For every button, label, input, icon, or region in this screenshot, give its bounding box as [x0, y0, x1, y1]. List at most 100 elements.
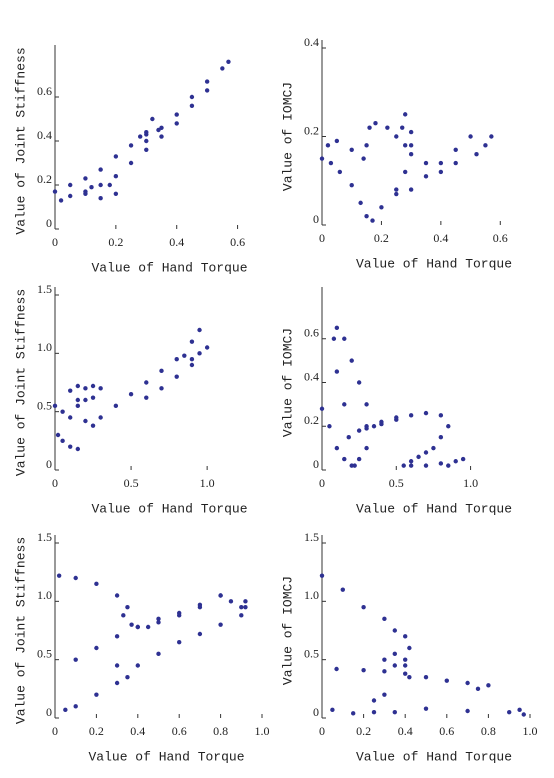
point: [144, 138, 149, 144]
y-tick-label: 0.5: [37, 646, 52, 660]
point: [349, 358, 354, 363]
point: [94, 692, 99, 697]
point: [156, 616, 161, 622]
point: [465, 708, 470, 714]
point: [431, 445, 436, 451]
point: [125, 674, 130, 680]
point: [325, 143, 331, 148]
x-tick-label: 0: [319, 724, 325, 738]
point: [349, 182, 354, 188]
x-tick-label: 0.4: [433, 231, 448, 245]
y-tick-label: 0.5: [304, 646, 319, 660]
point: [438, 160, 444, 166]
point: [408, 152, 414, 157]
point: [361, 667, 366, 673]
y-tick-label: 1.0: [37, 340, 52, 354]
point: [177, 639, 182, 645]
point: [521, 712, 526, 717]
point: [128, 391, 134, 397]
point: [159, 368, 164, 374]
point: [121, 613, 126, 618]
point: [364, 426, 369, 431]
point: [403, 671, 408, 676]
point: [334, 445, 340, 451]
point: [220, 66, 225, 71]
point: [423, 463, 429, 468]
point: [156, 620, 161, 625]
point: [364, 402, 369, 407]
point: [319, 156, 325, 161]
point: [68, 193, 73, 199]
point: [453, 147, 458, 152]
point: [342, 402, 347, 407]
point: [89, 185, 94, 190]
point: [239, 613, 244, 618]
point: [68, 444, 73, 449]
point: [128, 160, 134, 166]
point: [113, 403, 119, 409]
point: [423, 450, 429, 455]
y-tick-label: 1.0: [304, 588, 319, 602]
y-tick-label: 0.4: [37, 128, 52, 142]
y-axis-label: Value of IOMCJ: [280, 82, 295, 191]
point: [444, 678, 449, 683]
x-tick-label: 0.5: [389, 476, 404, 490]
point: [159, 134, 164, 139]
point: [394, 187, 399, 192]
point: [138, 134, 143, 139]
point: [94, 581, 99, 587]
x-tick-label: 0.6: [230, 235, 245, 249]
point: [483, 143, 488, 148]
point: [114, 634, 120, 639]
point: [364, 445, 369, 451]
point: [174, 356, 179, 362]
point: [340, 587, 345, 592]
point: [416, 454, 421, 460]
point: [346, 434, 351, 440]
point: [189, 362, 195, 368]
point: [113, 154, 119, 159]
point: [83, 397, 88, 403]
point: [75, 383, 81, 389]
y-tick-label: 1.0: [37, 588, 52, 602]
point: [407, 674, 412, 680]
point: [226, 59, 231, 64]
point: [90, 383, 96, 389]
point: [392, 663, 397, 668]
point: [56, 573, 62, 578]
point: [174, 112, 179, 117]
y-tick-label: 0.6: [304, 326, 319, 340]
x-tick-label: 0.4: [398, 724, 413, 738]
point: [370, 218, 375, 223]
x-tick-label: 1.0: [255, 724, 270, 738]
point: [52, 189, 58, 194]
point: [379, 421, 384, 427]
point: [90, 423, 96, 428]
point: [361, 156, 366, 161]
point: [403, 663, 408, 668]
point: [60, 409, 65, 414]
x-tick-label: 0: [319, 476, 325, 490]
point: [361, 604, 366, 610]
point: [342, 456, 347, 462]
point: [507, 709, 512, 715]
point: [73, 575, 78, 581]
point: [174, 121, 179, 126]
point: [342, 336, 347, 341]
point: [52, 403, 58, 409]
y-axis-label: Value of IOMCJ: [280, 576, 295, 685]
x-axis-label: Value of Hand Torque: [356, 501, 512, 516]
point: [125, 604, 130, 610]
point: [394, 417, 399, 422]
x-axis-label: Value of Hand Torque: [356, 749, 512, 764]
y-tick-label: 1.5: [37, 282, 52, 296]
point: [401, 463, 406, 468]
point: [144, 147, 149, 152]
point: [403, 634, 408, 639]
point: [517, 707, 522, 713]
y-tick-label: 0: [46, 705, 52, 719]
point: [144, 130, 149, 135]
y-tick-label: 1.5: [304, 530, 319, 544]
point: [60, 438, 65, 444]
point: [63, 707, 68, 713]
